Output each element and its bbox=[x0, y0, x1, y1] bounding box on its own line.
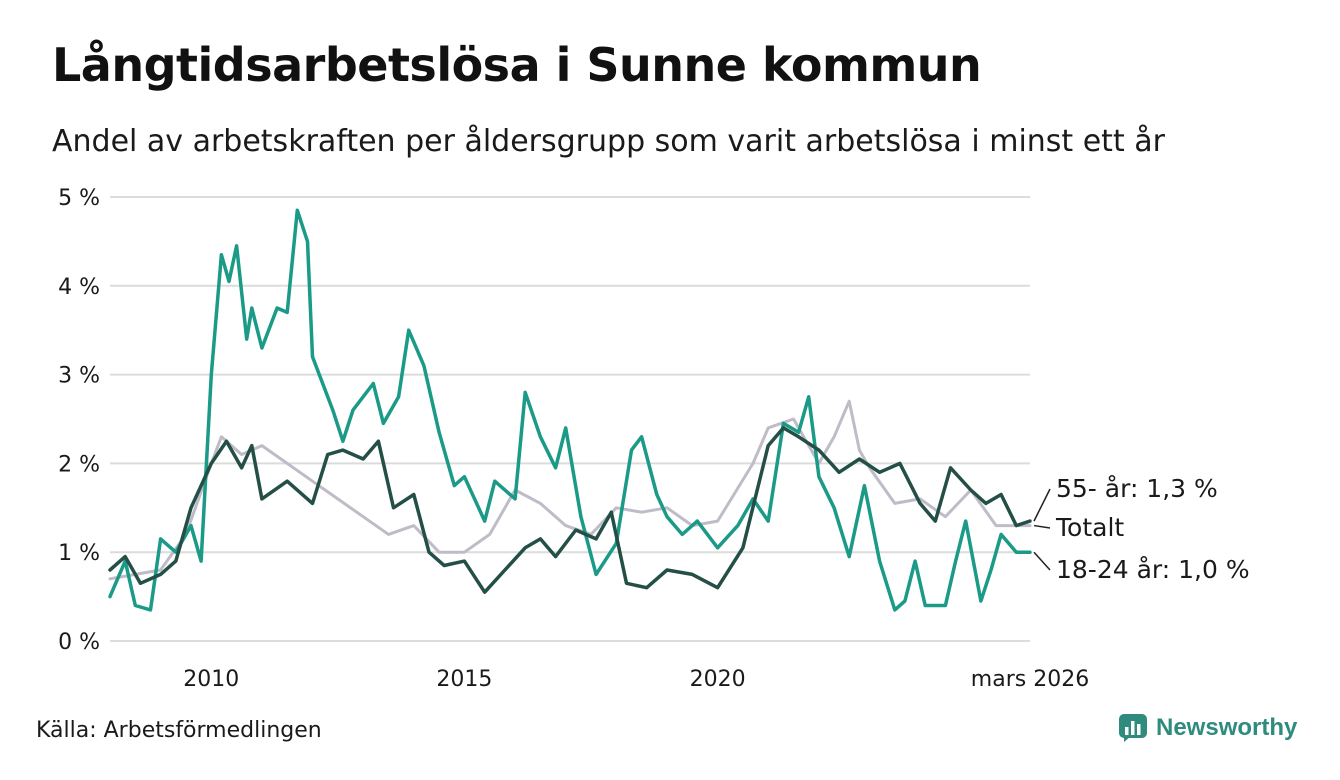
grid-lines bbox=[110, 196, 1030, 642]
x-tick-label: 2010 bbox=[183, 667, 239, 692]
y-axis-ticks: 0 % 1 % 2 % 3 % 4 % 5 % bbox=[58, 186, 100, 655]
y-tick-label: 2 % bbox=[58, 452, 100, 477]
chart-subtitle: Andel av arbetskraften per åldersgrupp s… bbox=[52, 124, 1165, 159]
brand-name: Newsworthy bbox=[1156, 714, 1298, 741]
end-label-connector bbox=[1033, 524, 1051, 529]
brand-logo: Newsworthy bbox=[1118, 713, 1297, 743]
y-tick-label: 1 % bbox=[58, 541, 100, 566]
x-axis-ticks: 2010 2015 2020 mars 2026 bbox=[183, 667, 1089, 692]
chart-title: Långtidsarbetslösa i Sunne kommun bbox=[52, 38, 982, 92]
end-label-connector bbox=[1033, 551, 1051, 571]
x-tick-label: mars 2026 bbox=[971, 667, 1089, 692]
y-tick-label: 3 % bbox=[58, 364, 100, 389]
end-label-18-24-r: 18-24 år: 1,0 % bbox=[1056, 555, 1250, 584]
series-line-18-24-r bbox=[108, 208, 1032, 612]
end-labels: Totalt 55- år: 1,3 % 18-24 år: 1,0 % bbox=[1033, 474, 1250, 584]
end-label-55-r: 55- år: 1,3 % bbox=[1056, 474, 1218, 503]
series-line-totalt bbox=[108, 399, 1032, 581]
newsworthy-icon bbox=[1119, 714, 1147, 742]
series-line-55-r bbox=[108, 426, 1032, 594]
source-note: Källa: Arbetsförmedlingen bbox=[36, 718, 322, 743]
series-lines bbox=[108, 208, 1032, 612]
x-tick-label: 2015 bbox=[436, 667, 492, 692]
end-label-totalt: Totalt bbox=[1055, 513, 1124, 542]
y-tick-label: 5 % bbox=[58, 186, 100, 211]
end-label-connector bbox=[1033, 488, 1051, 522]
y-tick-label: 4 % bbox=[58, 275, 100, 300]
y-tick-label: 0 % bbox=[58, 630, 100, 655]
x-tick-label: 2020 bbox=[690, 667, 746, 692]
